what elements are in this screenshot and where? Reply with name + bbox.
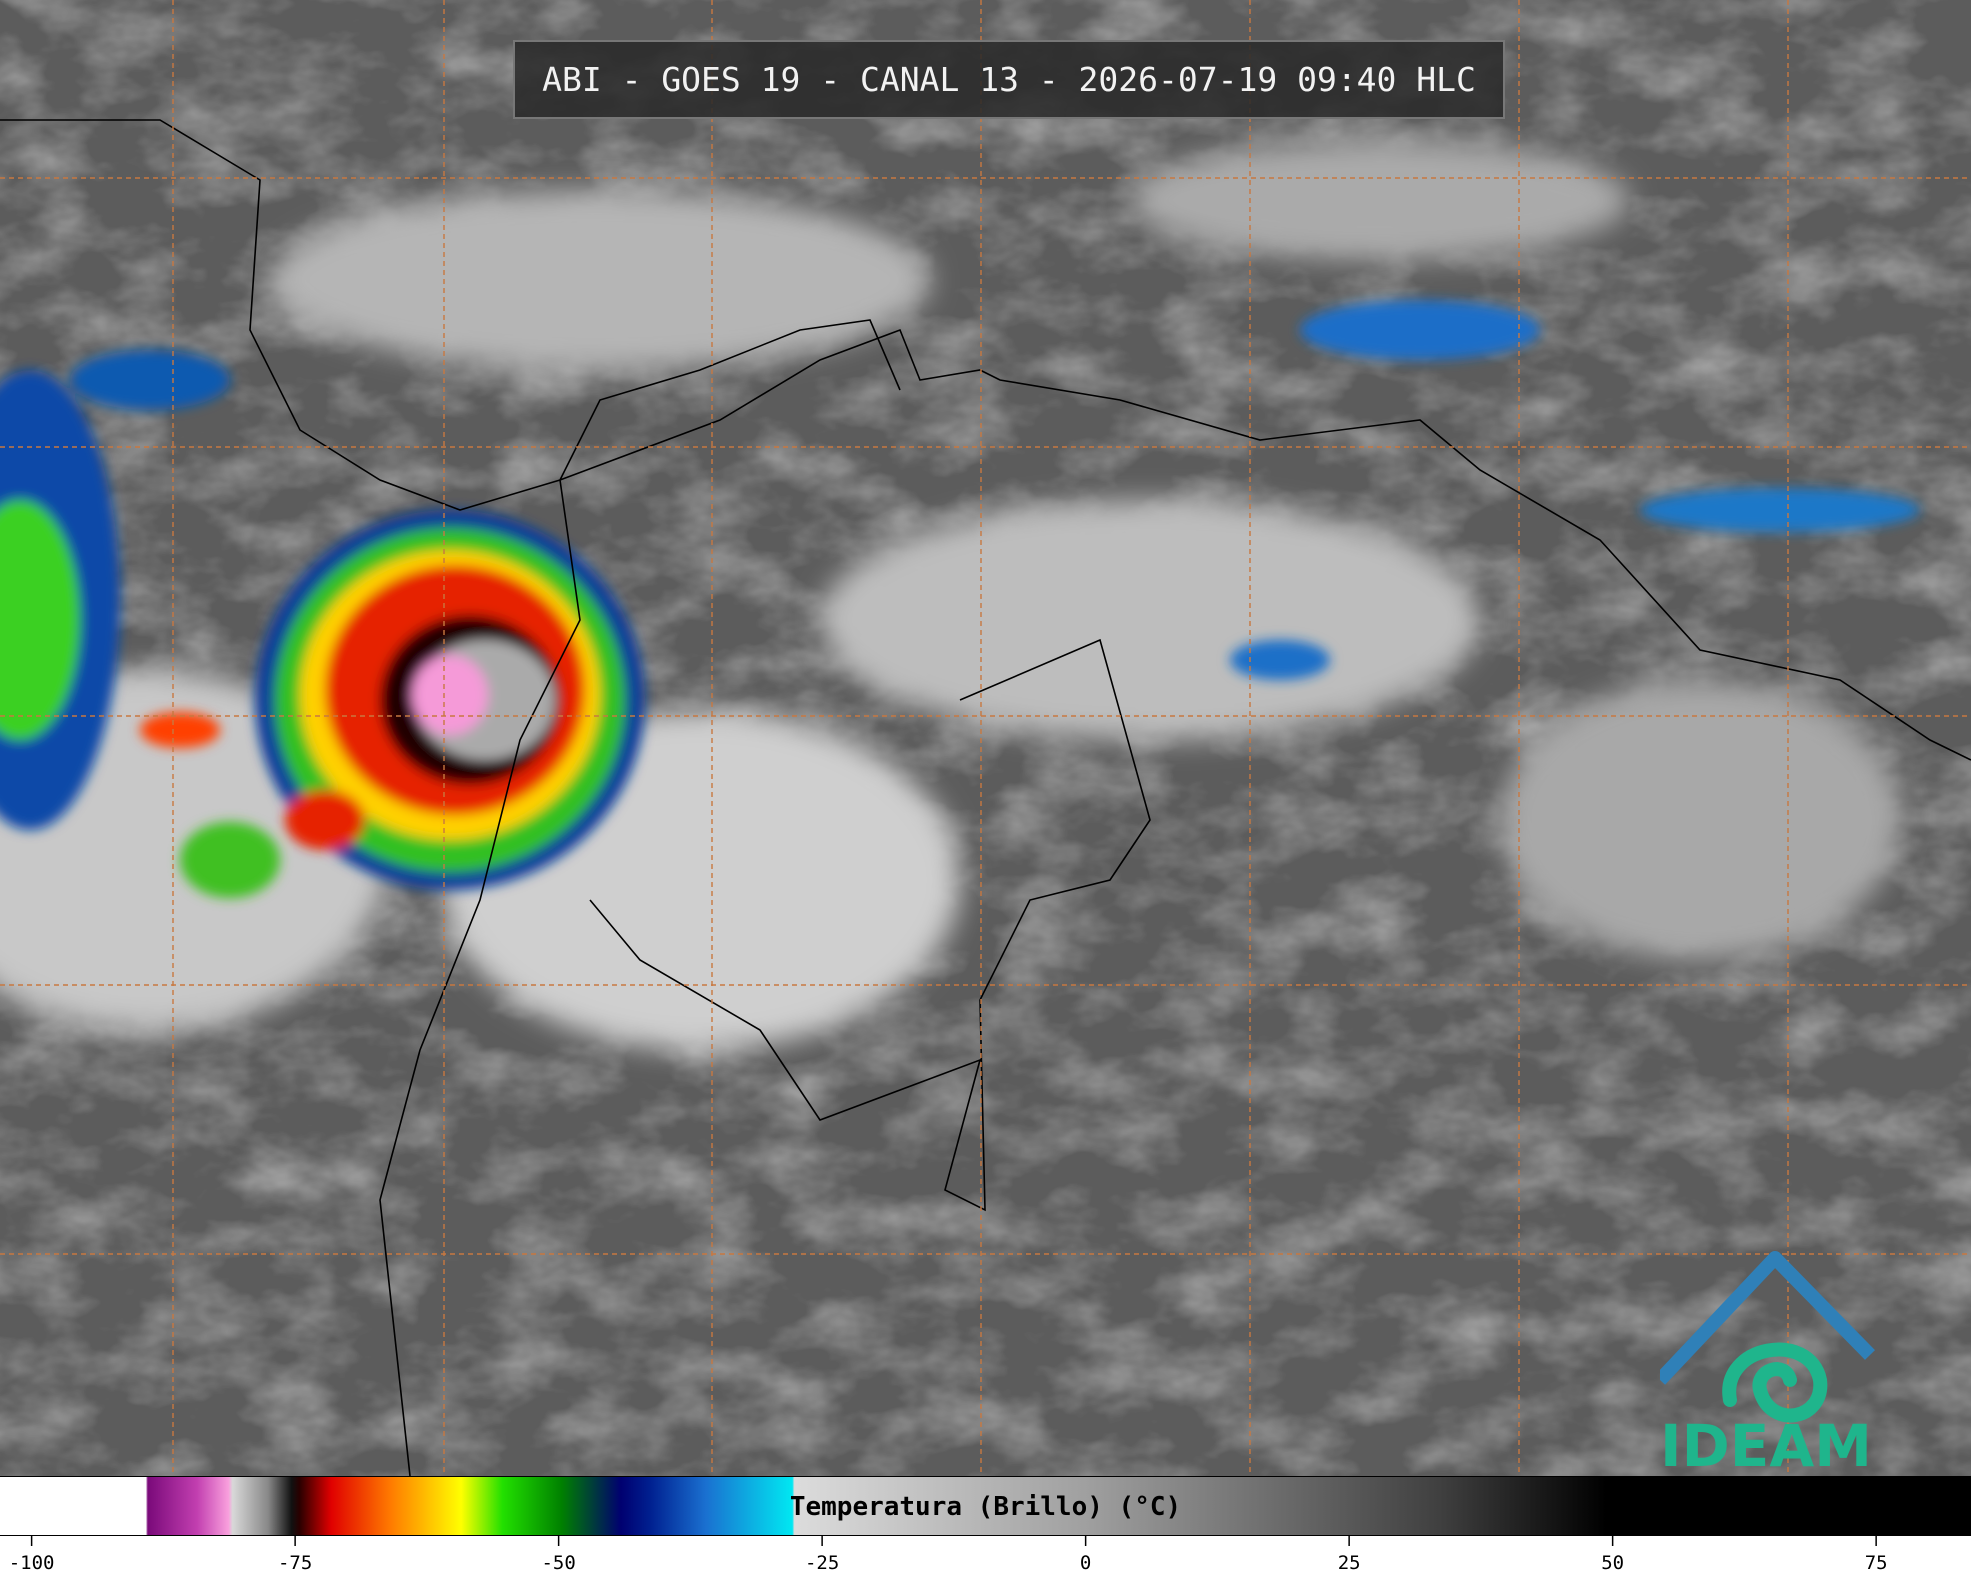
graticule <box>0 0 1971 1476</box>
tick-label: -50 <box>541 1552 575 1574</box>
tick-label: 0 <box>1080 1552 1091 1574</box>
title: ABI - GOES 19 - CANAL 13 - 2026-07-19 09… <box>542 60 1476 99</box>
tick-label: 75 <box>1865 1552 1888 1574</box>
title-box: ABI - GOES 19 - CANAL 13 - 2026-07-19 09… <box>513 40 1505 119</box>
coastlines <box>0 119 1971 1476</box>
convection <box>0 300 1920 898</box>
tick-label: 25 <box>1338 1552 1361 1574</box>
colorbar-label: Temperatura (Brillo) (°C) <box>789 1492 1182 1522</box>
logo-text: IDEAM <box>1660 1412 1872 1480</box>
logo-mark <box>1660 1251 1876 1423</box>
tick-label: -75 <box>278 1552 312 1574</box>
tick-label: -100 <box>9 1552 55 1574</box>
colorbar-axis: -100 -75 -50 -25 0 25 50 75 <box>9 1536 1888 1574</box>
colorbar <box>0 1476 1971 1536</box>
satellite-map <box>0 0 1971 1476</box>
tick-label: 50 <box>1601 1552 1624 1574</box>
tick-label: -25 <box>805 1552 839 1574</box>
